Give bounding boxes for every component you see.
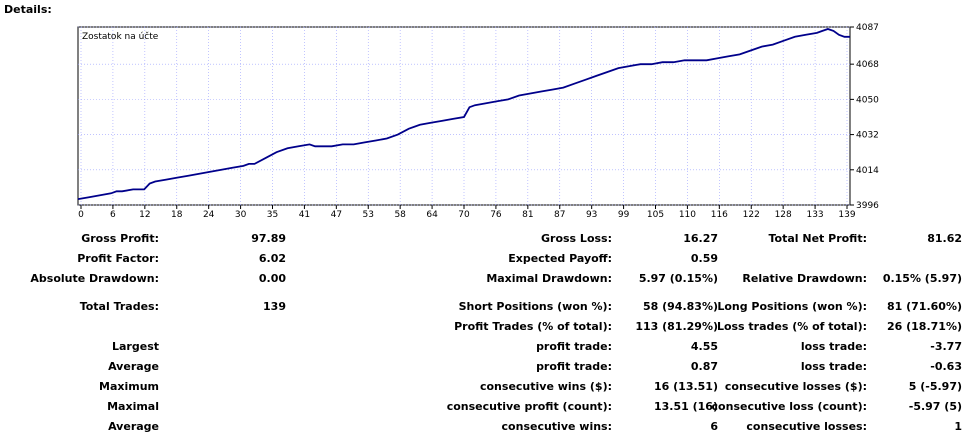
loss-trades-label: Loss trades (% of total): (716, 320, 867, 333)
y-tick-label: 4014 (856, 166, 879, 176)
gross-loss-value: 16.27 (683, 232, 718, 245)
relative-drawdown-value: 0.15% (5.97) (882, 272, 962, 285)
gross-profit-label: Gross Profit: (81, 232, 159, 245)
x-tick-label: 64 (426, 210, 438, 220)
maximal-consecutive-profit-value: 13.51 (16) (654, 400, 718, 413)
profit-trades-value: 113 (81.29%) (635, 320, 718, 333)
average-loss-trade-value: -0.63 (930, 360, 962, 373)
average-loss-trade-label: loss trade: (800, 360, 867, 373)
max-consecutive-wins-label: consecutive wins ($): (479, 380, 612, 393)
x-tick-label: 133 (806, 210, 823, 220)
maximal-drawdown-label: Maximal Drawdown: (486, 272, 612, 285)
x-tick-label: 53 (363, 210, 374, 220)
x-tick-label: 128 (775, 210, 792, 220)
average-consecutive-wins-value: 6 (710, 420, 718, 433)
largest-profit-trade-label: profit trade: (536, 340, 612, 353)
average-consecutive-losses-value: 1 (954, 420, 962, 433)
balance-line (77, 28, 850, 200)
x-tick-label: 122 (743, 210, 760, 220)
average-profit-trade-value: 0.87 (690, 360, 718, 373)
long-positions-value: 81 (71.60%) (886, 300, 962, 313)
x-tick-label: 110 (679, 210, 696, 220)
maximal-label: Maximal (107, 400, 159, 413)
largest-loss-trade-label: loss trade: (800, 340, 867, 353)
max-consecutive-losses-label: consecutive losses ($): (724, 380, 867, 393)
x-tick-label: 116 (711, 210, 728, 220)
x-tick-label: 76 (490, 210, 502, 220)
total-trades-value: 139 (263, 300, 286, 313)
short-positions-label: Short Positions (won %): (458, 300, 612, 313)
max-consecutive-wins-value: 16 (13.51) (654, 380, 718, 393)
x-tick-label: 58 (394, 210, 406, 220)
y-tick-label: 4068 (856, 60, 879, 70)
x-tick-label: 47 (331, 210, 342, 220)
profit-trades-label: Profit Trades (% of total): (454, 320, 612, 333)
profit-factor-label: Profit Factor: (77, 252, 159, 265)
x-tick-label: 99 (618, 210, 630, 220)
max-consecutive-losses-value: 5 (-5.97) (908, 380, 962, 393)
y-tick-label: 4087 (856, 23, 879, 33)
y-tick-label: 4032 (856, 131, 879, 141)
balance-chart: Zostatok na účte 0 6 12 18 24 30 35 41 47 53 58 64 70… (77, 23, 879, 220)
chart-title: Zostatok na účte (82, 31, 159, 42)
average-consecutive-wins-label: consecutive wins: (501, 420, 612, 433)
x-tick-label: 24 (203, 210, 215, 220)
largest-loss-trade-value: -3.77 (930, 340, 962, 353)
x-tick-label: 30 (235, 210, 247, 220)
x-tick-label: 6 (110, 210, 116, 220)
x-tick-label: 139 (838, 210, 855, 220)
expected-payoff-value: 0.59 (690, 252, 718, 265)
gross-profit-value: 97.89 (251, 232, 286, 245)
x-tick-label: 0 (78, 210, 84, 220)
average-consecutive-losses-label: consecutive losses: (746, 420, 867, 433)
maximal-consecutive-profit-label: consecutive profit (count): (446, 400, 612, 413)
y-tick-label: 3996 (856, 201, 879, 211)
largest-profit-trade-value: 4.55 (690, 340, 718, 353)
section-title: Details: (4, 3, 52, 16)
x-tick-label: 35 (267, 210, 278, 220)
total-net-profit-label: Total Net Profit: (768, 232, 868, 245)
x-tick-label: 93 (586, 210, 597, 220)
relative-drawdown-label: Relative Drawdown: (742, 272, 867, 285)
total-trades-label: Total Trades: (79, 300, 159, 313)
expected-payoff-label: Expected Payoff: (508, 252, 612, 265)
gross-loss-label: Gross Loss: (541, 232, 612, 245)
largest-label: Largest (112, 340, 159, 353)
maximal-consecutive-loss-value: -5.97 (5) (908, 400, 962, 413)
x-tick-label: 18 (171, 210, 183, 220)
average-label: Average (108, 360, 159, 373)
maximal-consecutive-loss-label: consecutive loss (count): (711, 400, 867, 413)
total-net-profit-value: 81.62 (927, 232, 962, 245)
short-positions-value: 58 (94.83%) (642, 300, 718, 313)
x-tick-label: 105 (647, 210, 664, 220)
profit-factor-value: 6.02 (258, 252, 286, 265)
loss-trades-value: 26 (18.71%) (886, 320, 962, 333)
x-tick-label: 81 (522, 210, 533, 220)
long-positions-label: Long Positions (won %): (717, 300, 867, 313)
absolute-drawdown-value: 0.00 (258, 272, 286, 285)
x-tick-label: 12 (139, 210, 150, 220)
average-profit-trade-label: profit trade: (536, 360, 612, 373)
x-tick-label: 70 (458, 210, 470, 220)
absolute-drawdown-label: Absolute Drawdown: (30, 272, 159, 285)
x-tick-label: 41 (299, 210, 310, 220)
y-tick-label: 4050 (856, 95, 879, 105)
maximal-drawdown-value: 5.97 (0.15%) (638, 272, 718, 285)
average-consecutive-label: Average (108, 420, 159, 433)
x-tick-label: 87 (554, 210, 565, 220)
maximum-label: Maximum (99, 380, 159, 393)
